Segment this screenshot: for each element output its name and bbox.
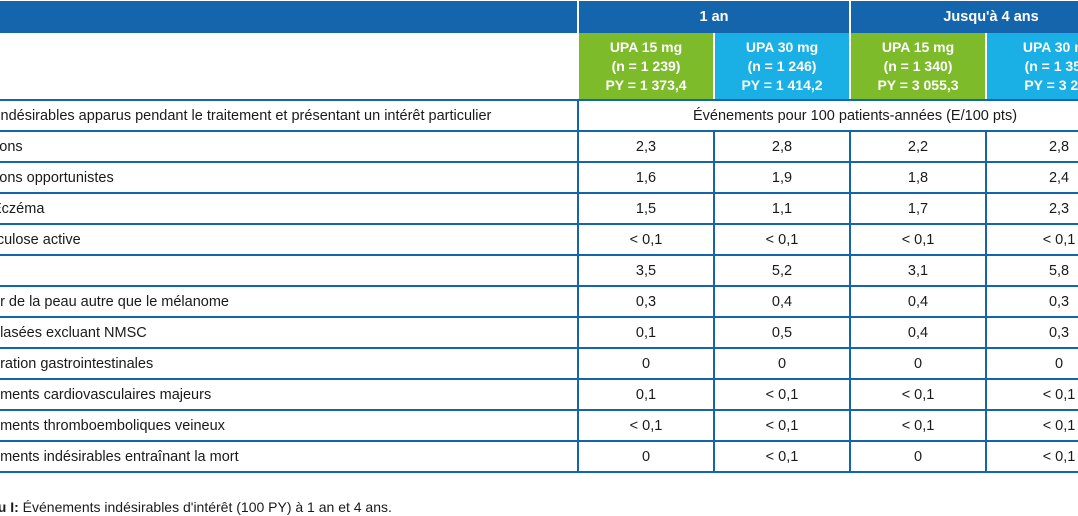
row-label: rculose active — [0, 224, 578, 256]
caption-text: Événements indésirables d'intérêt (100 P… — [18, 499, 392, 515]
row-value: 2,4 — [985, 162, 1078, 194]
table-row: rculose active < 0,1 < 0,1 < 0,1 < 0,1 — [0, 224, 1078, 256]
row-value: < 0,1 — [712, 379, 851, 411]
row-value: 1,5 — [577, 193, 714, 225]
row-value: 0,5 — [712, 317, 851, 349]
row-value: < 0,1 — [712, 441, 851, 473]
column-header-py: PY = 3 055,3 — [877, 76, 959, 93]
row-value: 5,2 — [712, 255, 851, 287]
row-value: 0,3 — [985, 286, 1078, 318]
row-value: < 0,1 — [985, 379, 1078, 411]
table-row: tions opportunistes 1,6 1,9 1,8 2,4 — [0, 162, 1078, 194]
row-value: 0,1 — [577, 379, 714, 411]
row-value: 0,4 — [712, 286, 851, 318]
adverse-events-table: 1 an Jusqu'à 4 ans UPA 15 mg (n = 1 239) P… — [0, 1, 1078, 473]
row-value: 0 — [849, 441, 987, 473]
row-value: 2,2 — [849, 131, 987, 163]
row-value: 0 — [577, 348, 714, 380]
row-value: 2,8 — [985, 131, 1078, 163]
row-label — [0, 255, 578, 287]
row-value: 0,1 — [577, 317, 714, 349]
row-value: 1,7 — [849, 193, 987, 225]
table-row: ements indésirables entraînant la mort 0 <… — [0, 441, 1078, 473]
row-label: ements thromboemboliques veineux — [0, 410, 578, 442]
row-value: 0,3 — [985, 317, 1078, 349]
row-value: 2,3 — [985, 193, 1078, 225]
column-header-name: UPA 15 mg — [881, 38, 955, 55]
column-header-py: PY = 1 414,2 — [741, 76, 823, 93]
column-header-py: PY = 1 373,4 — [605, 76, 687, 93]
table-row: 3,5 5,2 3,1 5,8 — [0, 255, 1078, 287]
column-header-n: (n = 1 246) — [747, 57, 817, 74]
row-value: < 0,1 — [577, 410, 714, 442]
row-value: 0 — [577, 441, 714, 473]
row-label: Eczéma — [0, 193, 578, 225]
row-value: 0 — [985, 348, 1078, 380]
column-header-name: UPA 15 mg — [609, 38, 683, 55]
row-value: 0,4 — [849, 317, 987, 349]
row-value: < 0,1 — [985, 441, 1078, 473]
column-header-n: (n = 1 340) — [883, 57, 953, 74]
table-row: er de la peau autre que le mélanome 0,3 0,… — [0, 286, 1078, 318]
row-value: < 0,1 — [849, 224, 987, 256]
column-header-4: UPA 30 mg (n = 1 353) PY = 3 231 — [985, 33, 1078, 101]
row-value: < 0,1 — [712, 224, 851, 256]
section-row: s indésirables apparus pendant le traite… — [0, 100, 1078, 132]
row-label: er de la peau autre que le mélanome — [0, 286, 578, 318]
header-blank-cell — [0, 33, 578, 101]
row-value: 2,3 — [577, 131, 714, 163]
row-value: 3,5 — [577, 255, 714, 287]
row-label: oration gastrointestinales — [0, 348, 578, 380]
header-row-groups: 1 an Jusqu'à 4 ans — [0, 1, 1078, 33]
section-label: s indésirables apparus pendant le traite… — [0, 100, 578, 132]
row-value: 0 — [712, 348, 851, 380]
column-header-1: UPA 15 mg (n = 1 239) PY = 1 373,4 — [577, 33, 714, 101]
column-header-n: (n = 1 353) — [1024, 57, 1078, 74]
column-header-2: UPA 30 mg (n = 1 246) PY = 1 414,2 — [712, 33, 851, 101]
table-row: tions2,32,82,22,8 — [0, 131, 1078, 163]
caption-prefix: au I: — [0, 499, 19, 515]
row-value: 0,3 — [577, 286, 714, 318]
row-value: 1,1 — [712, 193, 851, 225]
row-label: ements cardiovasculaires majeurs — [0, 379, 578, 411]
table-row: olasées excluant NMSC 0,1 0,5 0,4 0,3 — [0, 317, 1078, 349]
column-header-py: PY = 3 231 — [1024, 76, 1078, 93]
header-row-columns: UPA 15 mg (n = 1 239) PY = 1 373,4 UPA 30 m… — [0, 33, 1078, 101]
row-value: 0,4 — [849, 286, 987, 318]
table-row: ements cardiovasculaires majeurs 0,1 < 0,1… — [0, 379, 1078, 411]
table-row: oration gastrointestinales 0 0 0 0 — [0, 348, 1078, 380]
row-value: 2,8 — [712, 131, 851, 163]
header-group-1an: 1 an — [576, 1, 851, 33]
row-value: 5,8 — [985, 255, 1078, 287]
table-row: ements thromboemboliques veineux < 0,1 < 0… — [0, 410, 1078, 442]
row-value: < 0,1 — [985, 224, 1078, 256]
column-header-n: (n = 1 239) — [611, 57, 681, 74]
row-value: < 0,1 — [849, 410, 987, 442]
row-value: < 0,1 — [849, 379, 987, 411]
column-header-3: UPA 15 mg (n = 1 340) PY = 3 055,3 — [849, 33, 987, 101]
row-value: 0 — [849, 348, 987, 380]
row-label: tions opportunistes — [0, 162, 578, 194]
table-caption: au I: Événements indésirables d'intérêt … — [0, 499, 392, 515]
row-label: olasées excluant NMSC — [0, 317, 578, 349]
column-header-name: UPA 30 mg — [1022, 38, 1078, 55]
column-header-name: UPA 30 mg — [745, 38, 819, 55]
row-value: 1,9 — [712, 162, 851, 194]
row-value: < 0,1 — [577, 224, 714, 256]
row-value: < 0,1 — [712, 410, 851, 442]
row-value: < 0,1 — [985, 410, 1078, 442]
row-value: 1,6 — [577, 162, 714, 194]
row-label: tions — [0, 131, 578, 163]
units-banner: Événements pour 100 patients-années (E/1… — [576, 100, 1078, 132]
table-row: Eczéma1,51,11,72,3 — [0, 193, 1078, 225]
row-label: ements indésirables entraînant la mort — [0, 441, 578, 473]
header-empty-cell — [0, 1, 578, 33]
header-group-4ans: Jusqu'à 4 ans — [849, 1, 1078, 33]
row-value: 3,1 — [849, 255, 987, 287]
row-value: 1,8 — [849, 162, 987, 194]
